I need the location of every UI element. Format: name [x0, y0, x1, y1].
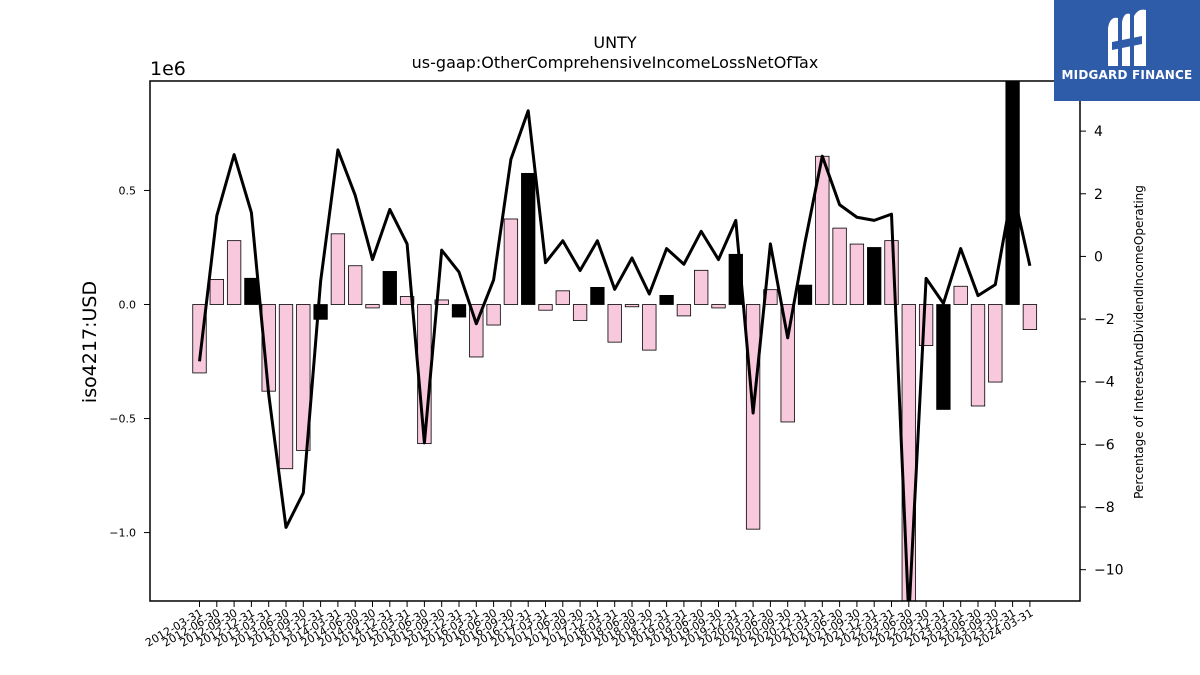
bar [676, 304, 692, 317]
brand-logo: MIDGARD FINANCE [1054, 0, 1200, 101]
bar [918, 304, 934, 346]
bar [503, 218, 519, 305]
y2-tick-label: −2 [1094, 312, 1115, 328]
y2-tick-label: 4 [1094, 124, 1103, 140]
chart-title: UNTY [593, 33, 636, 52]
bar [642, 304, 657, 351]
bar [538, 304, 553, 311]
logo-text: MIDGARD FINANCE [1061, 68, 1193, 82]
y-tick-label: −1.0 [109, 527, 136, 540]
y-tick-label: 0.0 [119, 299, 137, 312]
bar [434, 299, 449, 305]
bar [901, 304, 916, 601]
bar [555, 290, 570, 305]
bar [296, 304, 311, 451]
bar [867, 247, 882, 305]
y-tick-label: 0.5 [119, 184, 137, 197]
bar [244, 277, 259, 305]
chart-subtitle: us-gaap:OtherComprehensiveIncomeLossNetO… [412, 53, 819, 72]
bar [988, 304, 1003, 383]
axes: −1.0−0.50.00.5−10−8−6−4−20242012-03-3120… [109, 80, 1124, 650]
bar [607, 304, 622, 343]
bar [624, 304, 640, 308]
y2-tick-label: 2 [1094, 187, 1103, 203]
bar [659, 294, 674, 305]
y2-axis-label: Percentage of InterestAndDividendIncomeO… [1132, 185, 1146, 499]
bar [451, 304, 467, 318]
line-group [198, 109, 1032, 601]
series-line [198, 109, 1032, 601]
bar [209, 279, 224, 305]
bar [745, 304, 761, 530]
y2-tick-label: 0 [1094, 249, 1103, 265]
bar [953, 285, 968, 305]
bar-group [192, 81, 1038, 601]
bar [849, 243, 865, 305]
bar [313, 304, 328, 320]
y2-tick-label: −8 [1094, 500, 1115, 516]
bar [694, 269, 709, 305]
bar [382, 271, 397, 305]
bar [780, 304, 795, 423]
bar [797, 284, 813, 305]
y-offset-label: 1e6 [150, 58, 186, 80]
bar [226, 240, 242, 305]
bar [399, 296, 415, 305]
bar [711, 304, 726, 309]
bar [936, 304, 951, 410]
logo-mark-icon [1108, 9, 1146, 67]
bar [970, 304, 986, 407]
y-tick-label: −0.5 [109, 413, 136, 426]
bar [832, 227, 847, 305]
bar [278, 304, 294, 470]
bar [348, 265, 363, 305]
bar [486, 304, 501, 326]
bar [521, 172, 536, 305]
bar [330, 233, 346, 305]
bar [572, 304, 588, 321]
bar [590, 286, 605, 305]
y2-tick-label: −6 [1094, 437, 1115, 453]
y-axis-label: iso4217:USD [79, 281, 101, 403]
y2-tick-label: −4 [1094, 375, 1115, 391]
y2-tick-label: −10 [1094, 563, 1124, 579]
bar [1022, 304, 1038, 331]
bar [365, 304, 380, 309]
